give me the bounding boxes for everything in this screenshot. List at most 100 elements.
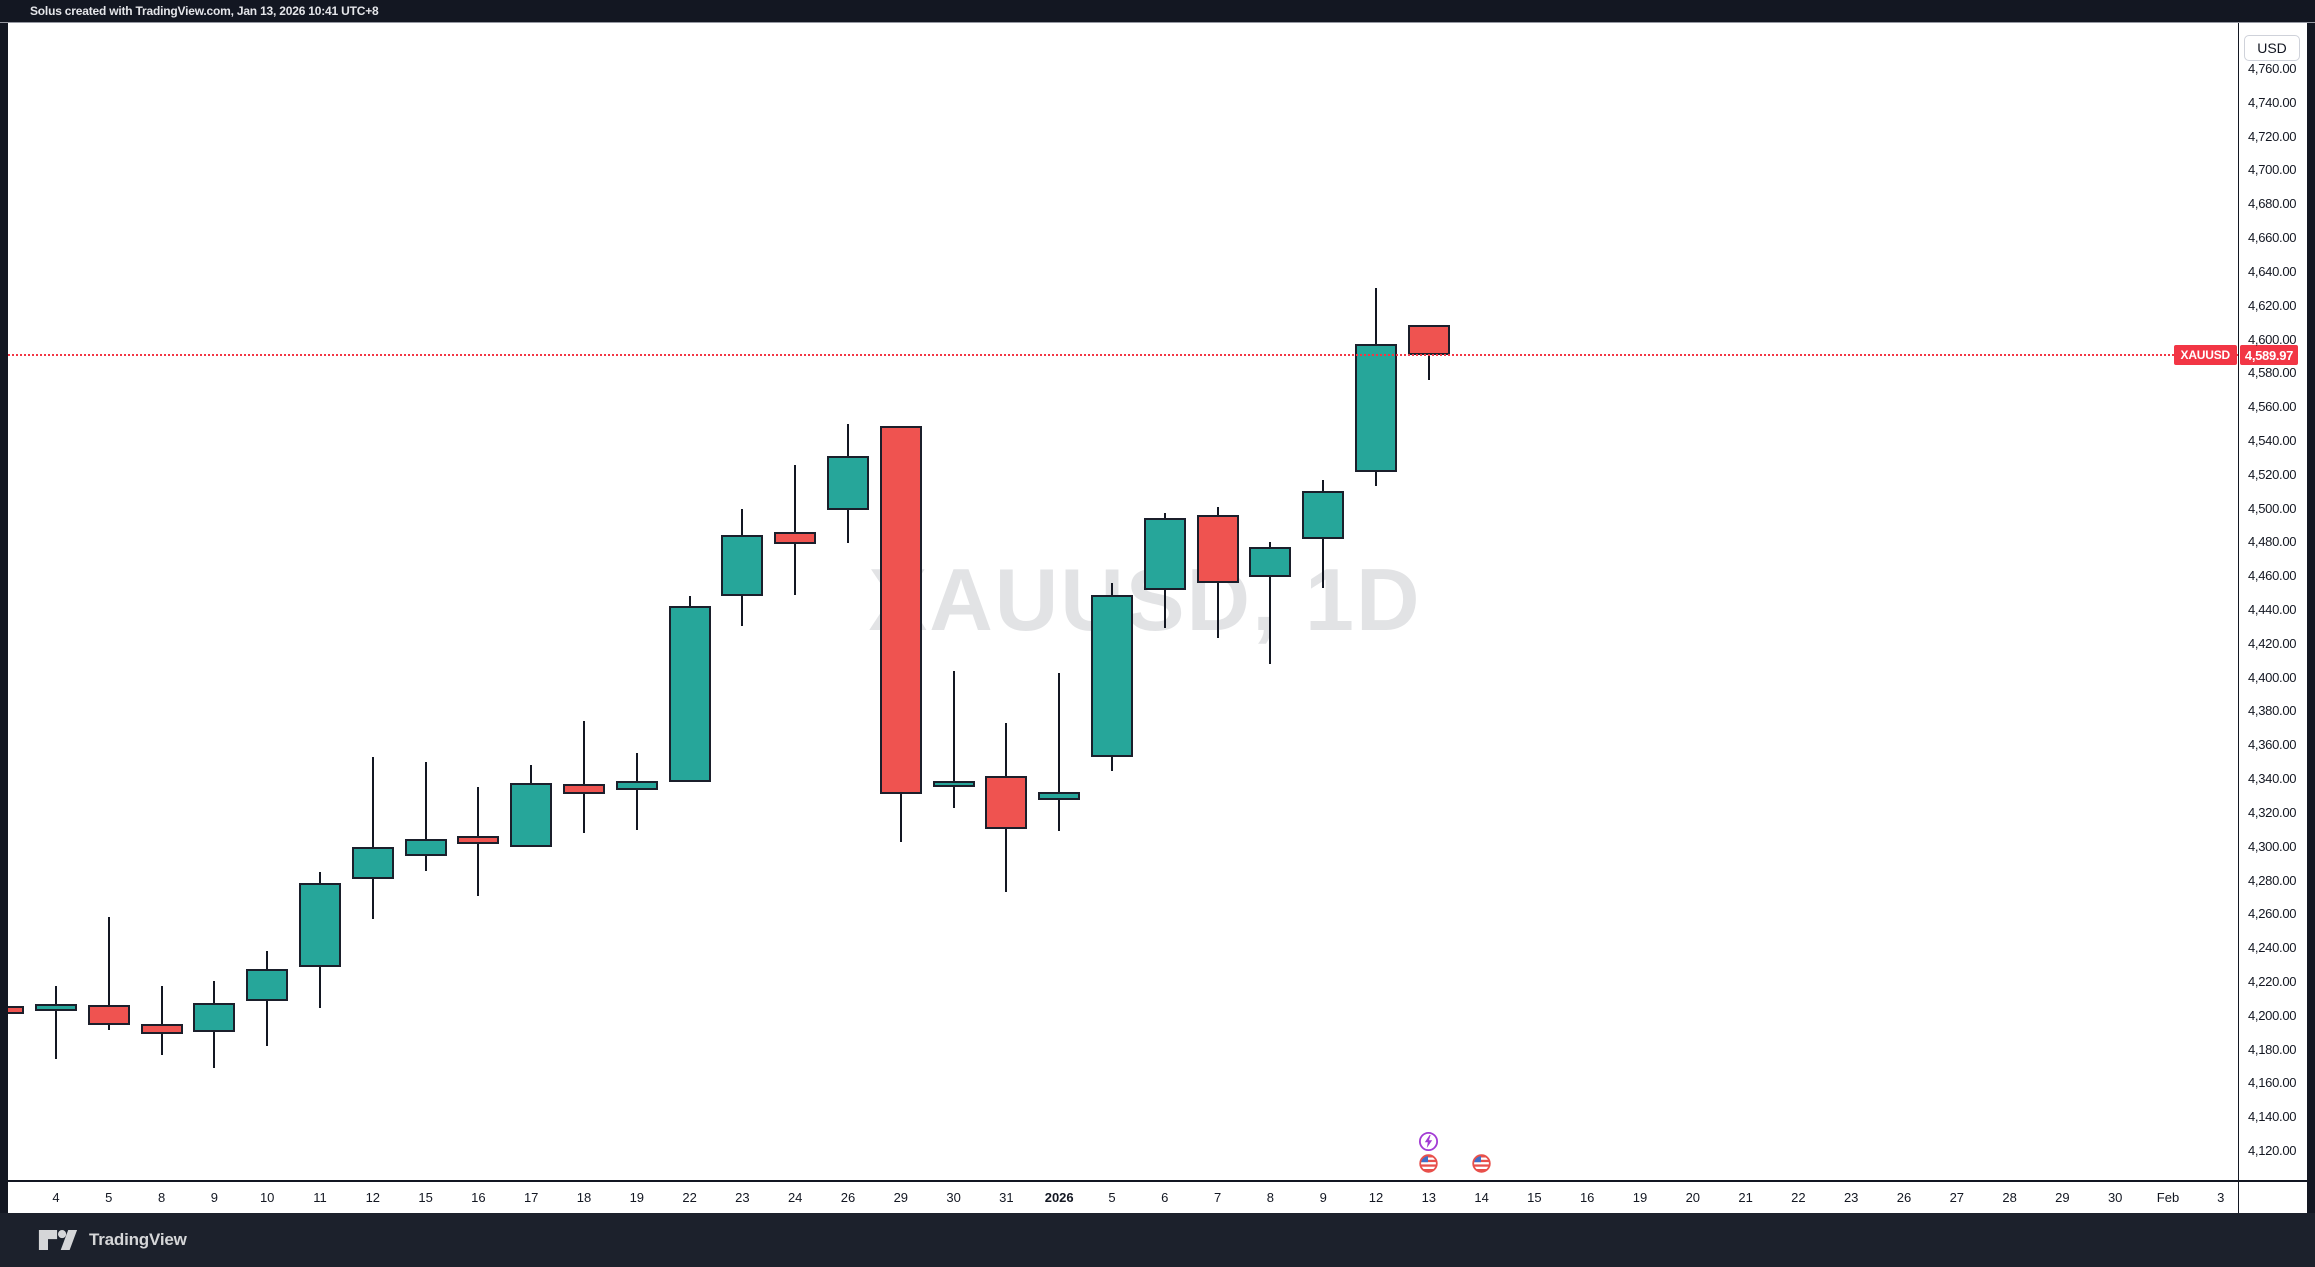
- date-tick-label: 18: [576, 1190, 592, 1205]
- price-axis[interactable]: USD 4,589.97 4,760.00 4,740.00 4,720.00 4,7…: [2238, 22, 2308, 1180]
- price-tick-label: 4,720.00: [2248, 128, 2297, 144]
- price-tick-label: 4,200.00: [2248, 1007, 2297, 1023]
- date-tick-label: 20: [1685, 1190, 1701, 1205]
- price-tick-label: 4,320.00: [2248, 804, 2297, 820]
- chart-pane[interactable]: XAUUSD, 1D XAUUSD: [8, 22, 2238, 1180]
- candle-wick: [424, 762, 427, 872]
- price-tick-label: 4,600.00: [2248, 331, 2297, 347]
- candle-jan5: [1091, 595, 1133, 757]
- candle-wick: [160, 986, 163, 1056]
- date-tick-label: 6: [1161, 1190, 1169, 1205]
- candle-wick: [794, 465, 797, 596]
- tradingview-logo-icon: [38, 1230, 78, 1250]
- date-tick-label: 8: [157, 1190, 166, 1205]
- date-tick-label: 5: [105, 1190, 113, 1205]
- date-tick-label: 3: [2217, 1190, 2225, 1205]
- date-tick-label: 27: [1949, 1190, 1965, 1205]
- date-tick-label: 12: [365, 1190, 381, 1205]
- last-price-badge: 4,589.97: [2240, 345, 2298, 366]
- date-tick-label: 21: [1738, 1190, 1753, 1205]
- candle-jan13: [1407, 324, 1450, 356]
- price-tick-label: 4,520.00: [2248, 466, 2297, 482]
- price-tick-label: 4,440.00: [2248, 602, 2297, 617]
- date-tick-label: Feb: [2156, 1190, 2180, 1205]
- price-tick-label: 4,760.00: [2248, 61, 2297, 76]
- price-tick-label: 4,680.00: [2248, 196, 2297, 212]
- price-tick-label: 4,700.00: [2248, 162, 2297, 178]
- candle-dec17: [510, 783, 553, 847]
- price-tick-label: 4,640.00: [2248, 263, 2297, 279]
- attribution-text: Solus created with TradingView.com, Jan …: [30, 4, 379, 18]
- candle-dec31: [985, 776, 1028, 829]
- price-tick-label: 4,480.00: [2248, 534, 2297, 550]
- candle-wick: [952, 670, 955, 808]
- price-tick-label: 4,400.00: [2248, 669, 2297, 685]
- date-tick-label: 14: [1474, 1190, 1489, 1205]
- price-tick-label: 4,740.00: [2248, 94, 2297, 110]
- date-tick-label: 4: [52, 1190, 60, 1205]
- tradingview-brand[interactable]: TradingView: [38, 1228, 187, 1252]
- date-tick-label: 12: [1368, 1190, 1384, 1205]
- axis-corner-separator: [2238, 1182, 2239, 1215]
- date-tick-label: 23: [1843, 1190, 1859, 1205]
- date-tick-label: 19: [629, 1190, 645, 1205]
- date-tick-label: 13: [1421, 1190, 1437, 1205]
- candle-dec5: [87, 1005, 130, 1025]
- date-tick-label: 17: [523, 1190, 539, 1205]
- currency-toggle[interactable]: USD: [2244, 35, 2300, 61]
- tradingview-brand-text: TradingView: [89, 1230, 187, 1249]
- date-tick-label: 5: [1108, 1190, 1116, 1205]
- date-tick-label: 7: [1213, 1190, 1222, 1205]
- price-tick-label: 4,360.00: [2248, 737, 2297, 753]
- us-flag-icon[interactable]: [1471, 1153, 1492, 1174]
- candle-dec11: [299, 882, 341, 967]
- date-tick-label: 24: [787, 1190, 803, 1205]
- date-tick-label: 19: [1632, 1190, 1648, 1205]
- candle-dec24: [774, 532, 817, 544]
- candle-jan7: [1196, 515, 1239, 583]
- candle-dec15: [404, 838, 447, 856]
- date-tick-label: 9: [210, 1190, 218, 1205]
- candle-wick: [107, 916, 110, 1030]
- time-axis[interactable]: 4 5 8 9 10 11 12 15 16 17 18 19 22 23 24 26 29 30 31 2026 5 6…: [8, 1180, 2307, 1215]
- us-flag-icon[interactable]: [1418, 1153, 1439, 1174]
- price-tick-label: 4,220.00: [2248, 973, 2297, 989]
- candle-wick: [371, 756, 374, 920]
- candle-wick: [583, 720, 585, 833]
- price-tick-label: 4,340.00: [2248, 771, 2297, 787]
- candle-dec18: [563, 783, 605, 795]
- candle-dec10: [246, 969, 289, 1002]
- date-tick-label: 15: [1527, 1190, 1542, 1205]
- candle-dec19: [615, 781, 658, 790]
- candle-dec29: [879, 425, 922, 795]
- price-tick-label: 4,560.00: [2248, 399, 2297, 415]
- date-tick-label: 8: [1266, 1190, 1274, 1205]
- attribution-bar: Solus created with TradingView.com, Jan …: [0, 0, 2315, 23]
- price-tick-label: 4,180.00: [2248, 1041, 2297, 1057]
- price-tick-label: 4,620.00: [2248, 297, 2297, 313]
- footer-bar: TradingView: [0, 1213, 2315, 1267]
- candle-jan9: [1302, 490, 1345, 539]
- candle-dec26: [827, 455, 869, 511]
- candle-dec9: [193, 1002, 236, 1033]
- date-tick-label: 10: [259, 1190, 275, 1205]
- date-tick-label: 26: [1896, 1190, 1912, 1205]
- date-tick-label: 26: [840, 1190, 856, 1205]
- date-tick-label: 31: [999, 1190, 1014, 1205]
- date-tick-label: 30: [2107, 1190, 2123, 1205]
- candle-jan8: [1249, 547, 1292, 577]
- lightning-icon[interactable]: [1418, 1131, 1439, 1152]
- candle-wick: [1269, 542, 1272, 664]
- price-tick-label: 4,580.00: [2248, 365, 2297, 381]
- date-tick-label: 23: [735, 1190, 750, 1205]
- price-tick-label: 4,160.00: [2248, 1075, 2297, 1091]
- price-tick-label: 4,380.00: [2248, 703, 2297, 719]
- date-tick-label: 15: [418, 1190, 433, 1205]
- price-tick-label: 4,540.00: [2248, 432, 2297, 448]
- last-price-line: [8, 354, 2238, 357]
- candle-jan6: [1143, 517, 1186, 591]
- left-window-edge: [0, 22, 8, 1213]
- date-tick-label: 16: [1579, 1190, 1595, 1205]
- date-tick-label: 22: [682, 1190, 697, 1205]
